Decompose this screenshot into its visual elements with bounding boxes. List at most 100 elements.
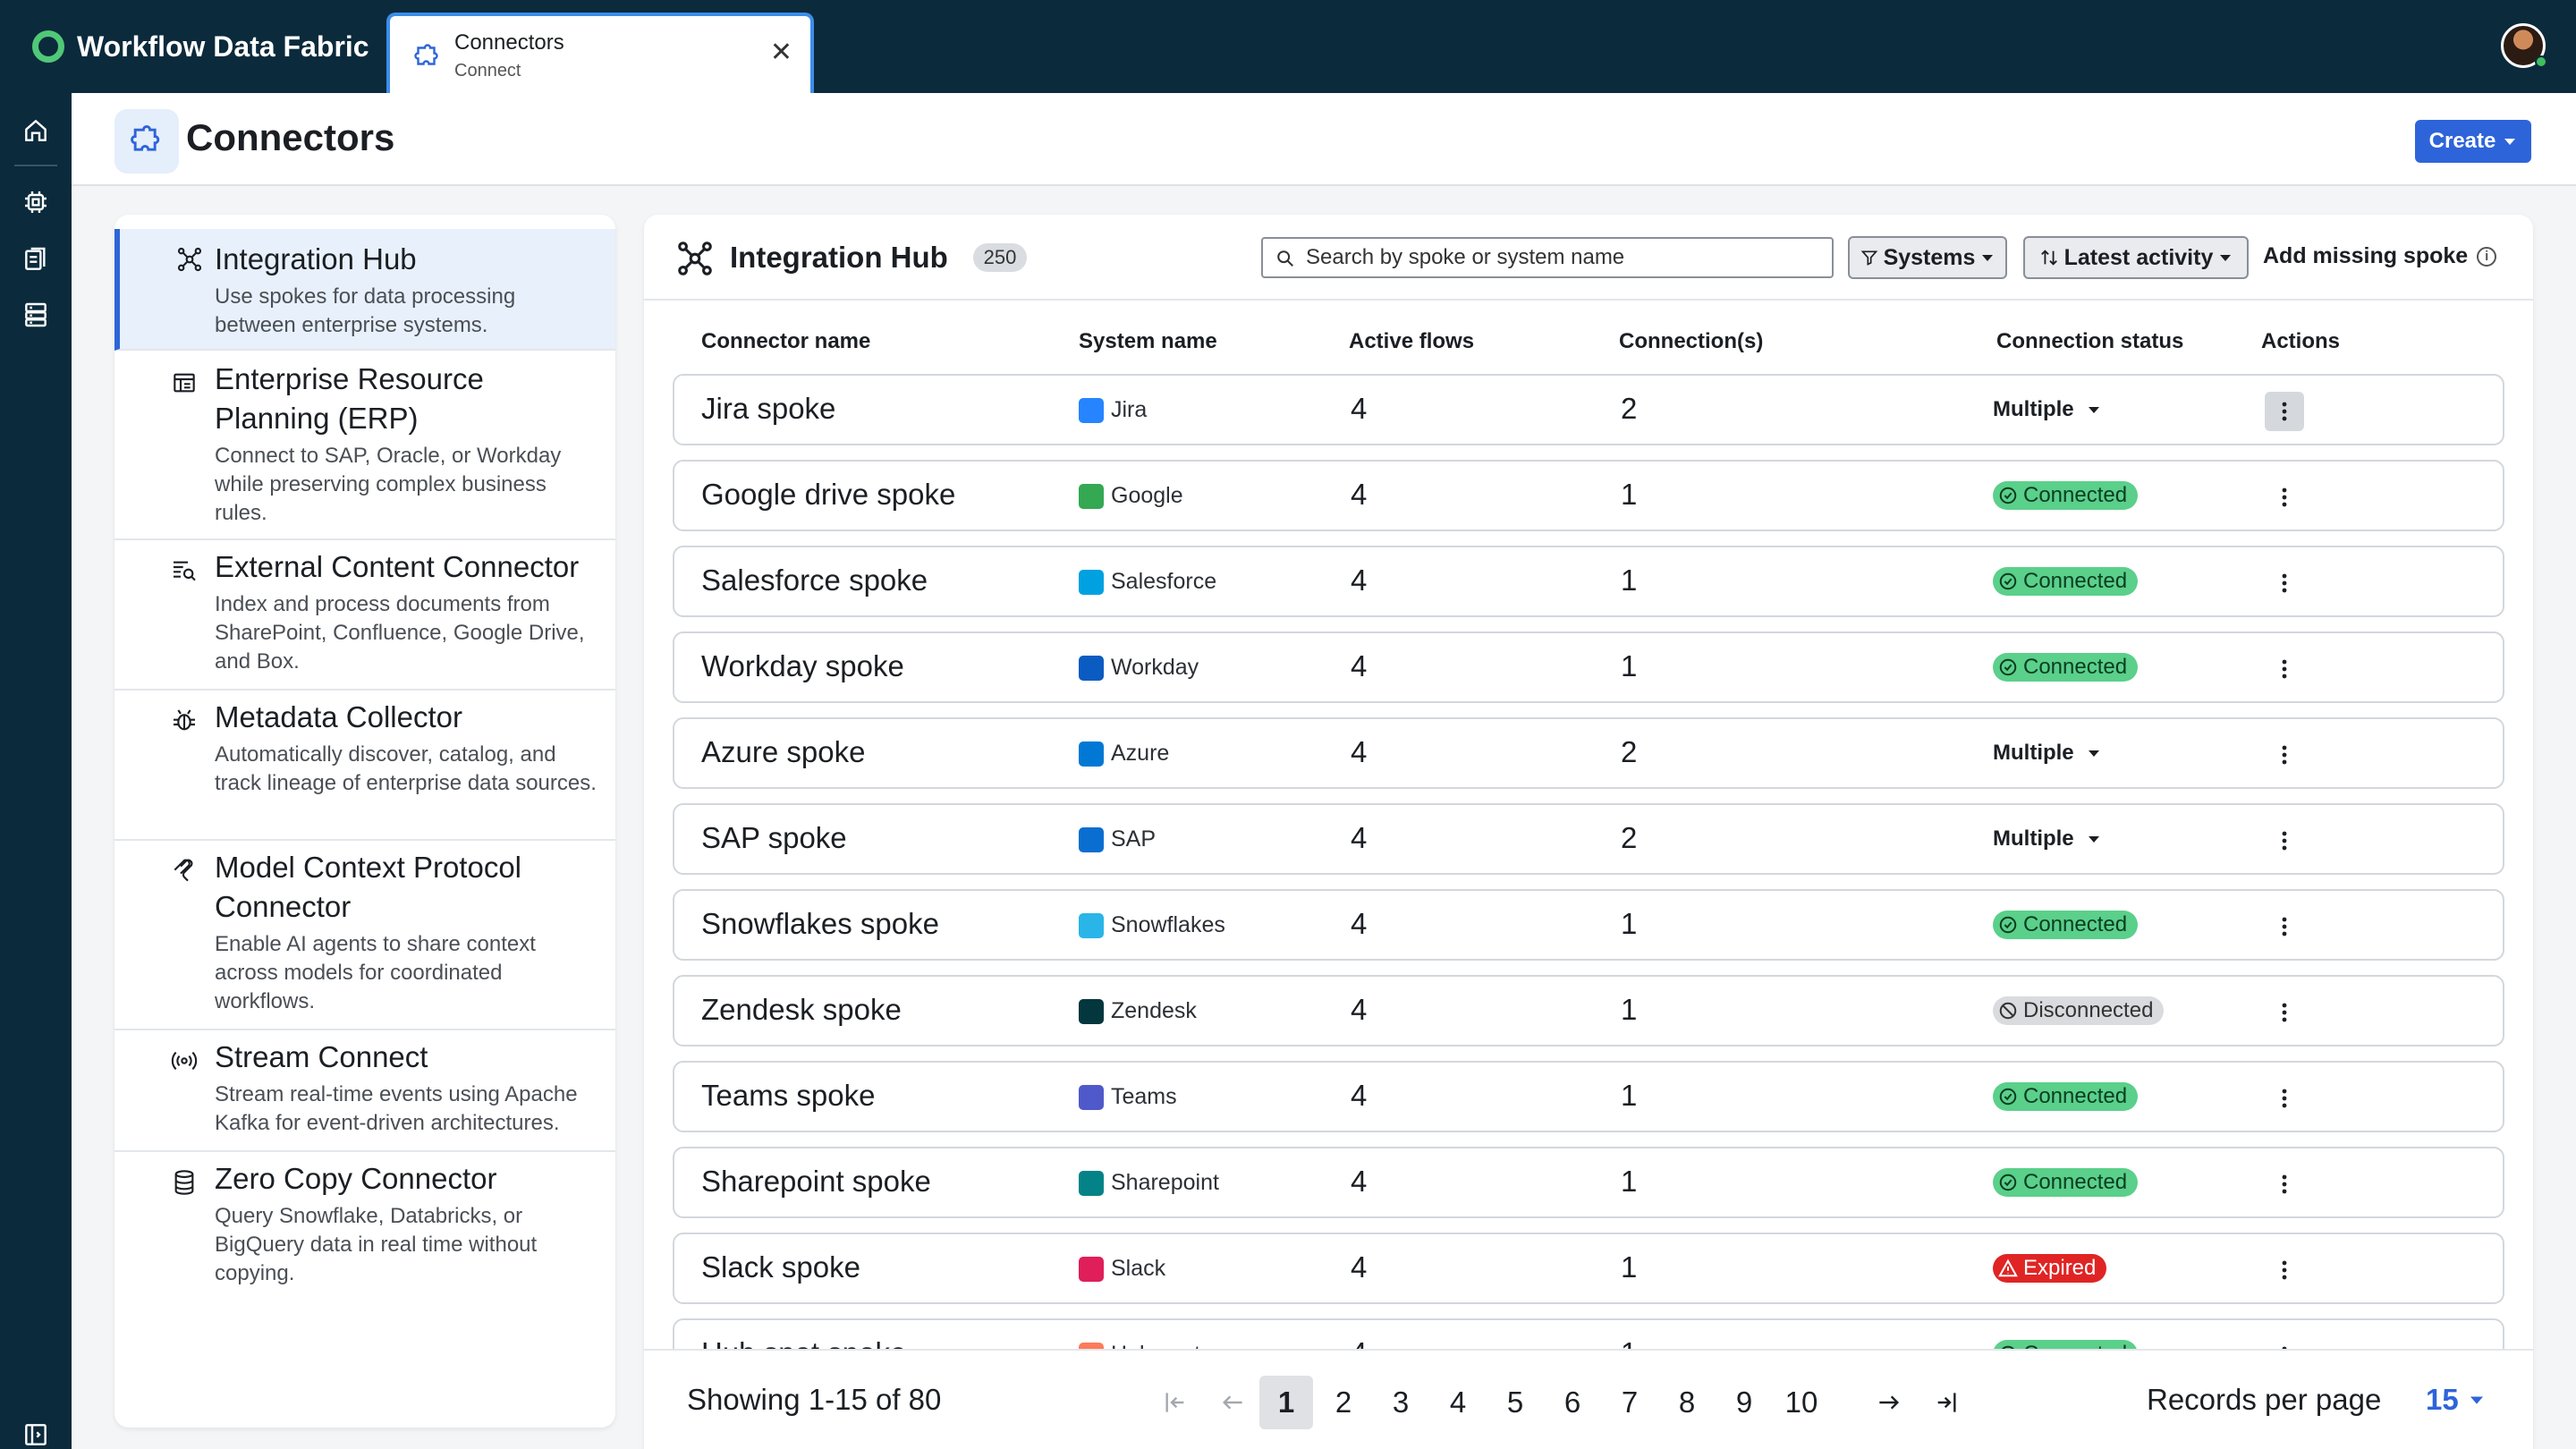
first-page-icon[interactable] [1148, 1376, 1202, 1429]
more-actions-icon[interactable] [2265, 735, 2304, 775]
connector-name: Jira spoke [701, 392, 836, 425]
active-flows: 4 [1351, 649, 1368, 682]
count-badge: 250 [973, 243, 1027, 272]
category-title: Metadata Collector [215, 700, 462, 733]
add-missing-spoke-link[interactable]: Add missing spoke i [2263, 243, 2497, 269]
more-actions-icon[interactable] [2265, 907, 2304, 946]
more-actions-icon[interactable] [2265, 564, 2304, 603]
last-page-icon[interactable] [1919, 1376, 1973, 1429]
status-label: Connected [2023, 912, 2128, 936]
page-button[interactable]: 7 [1621, 1385, 1639, 1419]
create-button[interactable]: Create [2415, 120, 2531, 163]
table-row[interactable]: Slack spoke Slack 4 1 Expired [673, 1233, 2504, 1304]
system-name-label: Zendesk [1111, 998, 1197, 1023]
connector-name: Azure spoke [701, 735, 866, 768]
check-circle-icon [1999, 572, 2017, 590]
more-actions-icon[interactable] [2265, 649, 2304, 689]
status-badge[interactable]: Multiple [1993, 825, 2101, 853]
table-row[interactable]: Salesforce spoke Salesforce 4 1 Connected [673, 546, 2504, 617]
avatar[interactable] [2501, 23, 2546, 68]
connector-name: Zendesk spoke [701, 993, 902, 1026]
table-row[interactable]: Workday spoke Workday 4 1 Connected [673, 631, 2504, 703]
table-row[interactable]: Snowflakes spoke Snowflakes 4 1 Connected [673, 889, 2504, 961]
category-external-content[interactable]: External Content Connector Index and pro… [114, 540, 615, 691]
page-button[interactable]: 1 [1259, 1376, 1313, 1429]
next-page-icon[interactable] [1862, 1376, 1916, 1429]
more-actions-icon[interactable] [2265, 1079, 2304, 1118]
previous-page-icon[interactable] [1206, 1376, 1259, 1429]
puzzle-icon [131, 125, 160, 151]
category-title: Model Context Protocol Connector [215, 851, 522, 923]
system-name-label: Teams [1111, 1084, 1177, 1109]
category-title: Zero Copy Connector [215, 1162, 497, 1195]
category-stream-connect[interactable]: Stream Connect Stream real-time events u… [114, 1030, 615, 1152]
app-name: Workflow Data Fabric [77, 30, 369, 63]
systems-filter-label: Systems [1883, 244, 1976, 270]
connector-name: Teams spoke [701, 1079, 876, 1112]
table-row[interactable]: SAP spoke SAP 4 2 Multiple [673, 803, 2504, 875]
sort-button[interactable]: Latest activity [2023, 236, 2249, 279]
chip-icon[interactable] [21, 188, 50, 216]
search-input[interactable] [1306, 239, 1825, 276]
documents-icon[interactable] [21, 245, 50, 274]
system-name: SAP [1079, 826, 1156, 852]
check-circle-icon [1999, 1088, 2017, 1106]
column-header-connector-name: Connector name [701, 329, 871, 353]
table-row[interactable]: Teams spoke Teams 4 1 Connected [673, 1061, 2504, 1132]
active-flows: 4 [1351, 735, 1368, 768]
more-actions-icon[interactable] [2265, 821, 2304, 860]
page-button[interactable]: 9 [1735, 1385, 1753, 1419]
page-button[interactable]: 3 [1392, 1385, 1410, 1419]
records-per-page-select[interactable]: 15 [2426, 1383, 2486, 1417]
table-row[interactable]: Jira spoke Jira 4 2 Multiple [673, 374, 2504, 445]
active-flows: 4 [1351, 821, 1368, 854]
more-actions-icon[interactable] [2265, 392, 2304, 431]
server-icon[interactable] [21, 301, 50, 329]
category-zero-copy[interactable]: Zero Copy Connector Query Snowflake, Dat… [114, 1152, 615, 1304]
more-actions-icon[interactable] [2265, 478, 2304, 517]
expand-panel-icon[interactable] [21, 1420, 50, 1449]
system-name: Zendesk [1079, 998, 1197, 1024]
connections-count: 1 [1621, 1079, 1638, 1112]
more-actions-icon[interactable] [2265, 993, 2304, 1032]
category-erp[interactable]: Enterprise Resource Planning (ERP) Conne… [114, 351, 615, 540]
connector-name: Salesforce spoke [701, 564, 928, 597]
category-mcp-connector[interactable]: Model Context Protocol Connector Enable … [114, 841, 615, 1030]
system-name-label: Salesforce [1111, 569, 1217, 594]
brand[interactable]: Workflow Data Fabric [32, 27, 369, 66]
table-row[interactable]: Sharepoint spoke Sharepoint 4 1 Connected [673, 1147, 2504, 1218]
home-icon[interactable] [21, 116, 50, 145]
page-button[interactable]: 4 [1449, 1385, 1467, 1419]
page-button[interactable]: 5 [1506, 1385, 1524, 1419]
close-icon[interactable]: ✕ [769, 38, 792, 67]
page-button[interactable]: 6 [1563, 1385, 1581, 1419]
category-title: Stream Connect [215, 1040, 428, 1073]
page-button[interactable]: 8 [1678, 1385, 1696, 1419]
status-badge[interactable]: Multiple [1993, 395, 2101, 424]
chevron-down-icon [2088, 750, 2099, 757]
rail-divider [14, 165, 57, 166]
info-icon[interactable]: i [2477, 246, 2497, 267]
records-per-page-label: Records per page [2147, 1383, 2382, 1416]
status-badge: Connected [1993, 1082, 2139, 1111]
search-box[interactable] [1261, 237, 1834, 278]
connections-count: 1 [1621, 907, 1638, 940]
workday-logo-icon [1079, 655, 1104, 681]
table-row[interactable]: Azure spoke Azure 4 2 Multiple [673, 717, 2504, 789]
connector-name: Sharepoint spoke [701, 1165, 931, 1198]
category-description: Enable AI agents to share context across… [215, 932, 536, 1013]
more-actions-icon[interactable] [2265, 1250, 2304, 1290]
sharepoint-logo-icon [1079, 1170, 1104, 1196]
systems-filter-button[interactable]: Systems [1848, 236, 2007, 279]
category-metadata-collector[interactable]: Metadata Collector Automatically discove… [114, 691, 615, 841]
more-actions-icon[interactable] [2265, 1165, 2304, 1204]
tab-connectors[interactable]: Connectors Connect ✕ [386, 13, 814, 93]
page-button[interactable]: 2 [1335, 1385, 1352, 1419]
status-label: Expired [2023, 1256, 2097, 1280]
table-row[interactable]: Google drive spoke Google 4 1 Connected [673, 460, 2504, 531]
category-description: Automatically discover, catalog, and tra… [215, 742, 597, 795]
category-integration-hub[interactable]: Integration Hub Use spokes for data proc… [114, 229, 615, 351]
table-row[interactable]: Zendesk spoke Zendesk 4 1 Disconnected [673, 975, 2504, 1046]
page-button[interactable]: 10 [1784, 1385, 1818, 1419]
status-badge[interactable]: Multiple [1993, 739, 2101, 767]
